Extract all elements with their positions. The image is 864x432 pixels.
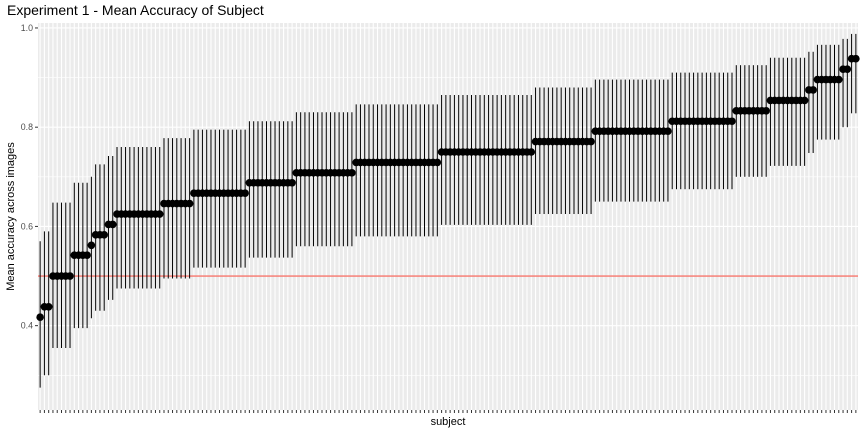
y-tick-label: 1.0: [21, 23, 33, 33]
x-axis-ticks: [39, 410, 857, 413]
data-point: [185, 199, 194, 208]
y-axis-title: Mean accuracy across images: [5, 142, 17, 291]
data-point: [762, 107, 770, 115]
data-point: [800, 96, 809, 105]
y-tick-label: 0.6: [21, 221, 33, 231]
data-point: [527, 148, 536, 156]
data-point: [108, 220, 117, 229]
y-tick-label: 0.8: [21, 122, 33, 132]
data-point: [728, 117, 736, 126]
y-axis-ticks: 0.4 0.6 0.8 1.0: [21, 23, 38, 331]
data-point: [44, 303, 53, 311]
plot-panel: [38, 23, 858, 410]
data-point: [100, 231, 108, 239]
chart-title: Experiment 1 - Mean Accuracy of Subject: [7, 2, 264, 18]
data-point: [809, 86, 817, 94]
data-point: [288, 178, 296, 187]
data-point: [433, 158, 442, 167]
data-point: [87, 241, 96, 250]
data-point: [241, 189, 249, 197]
data-point: [155, 210, 164, 218]
data-point: [36, 313, 44, 322]
data-point: [83, 251, 91, 259]
data-point: [66, 272, 74, 280]
y-tick-label: 0.4: [21, 321, 33, 331]
data-point: [843, 65, 852, 73]
data-point: [587, 137, 595, 146]
data-point: [834, 75, 843, 84]
data-points: [36, 54, 860, 322]
data-point: [664, 127, 672, 135]
x-axis-title: subject: [431, 416, 466, 428]
data-point: [852, 54, 860, 63]
data-point: [348, 169, 356, 177]
